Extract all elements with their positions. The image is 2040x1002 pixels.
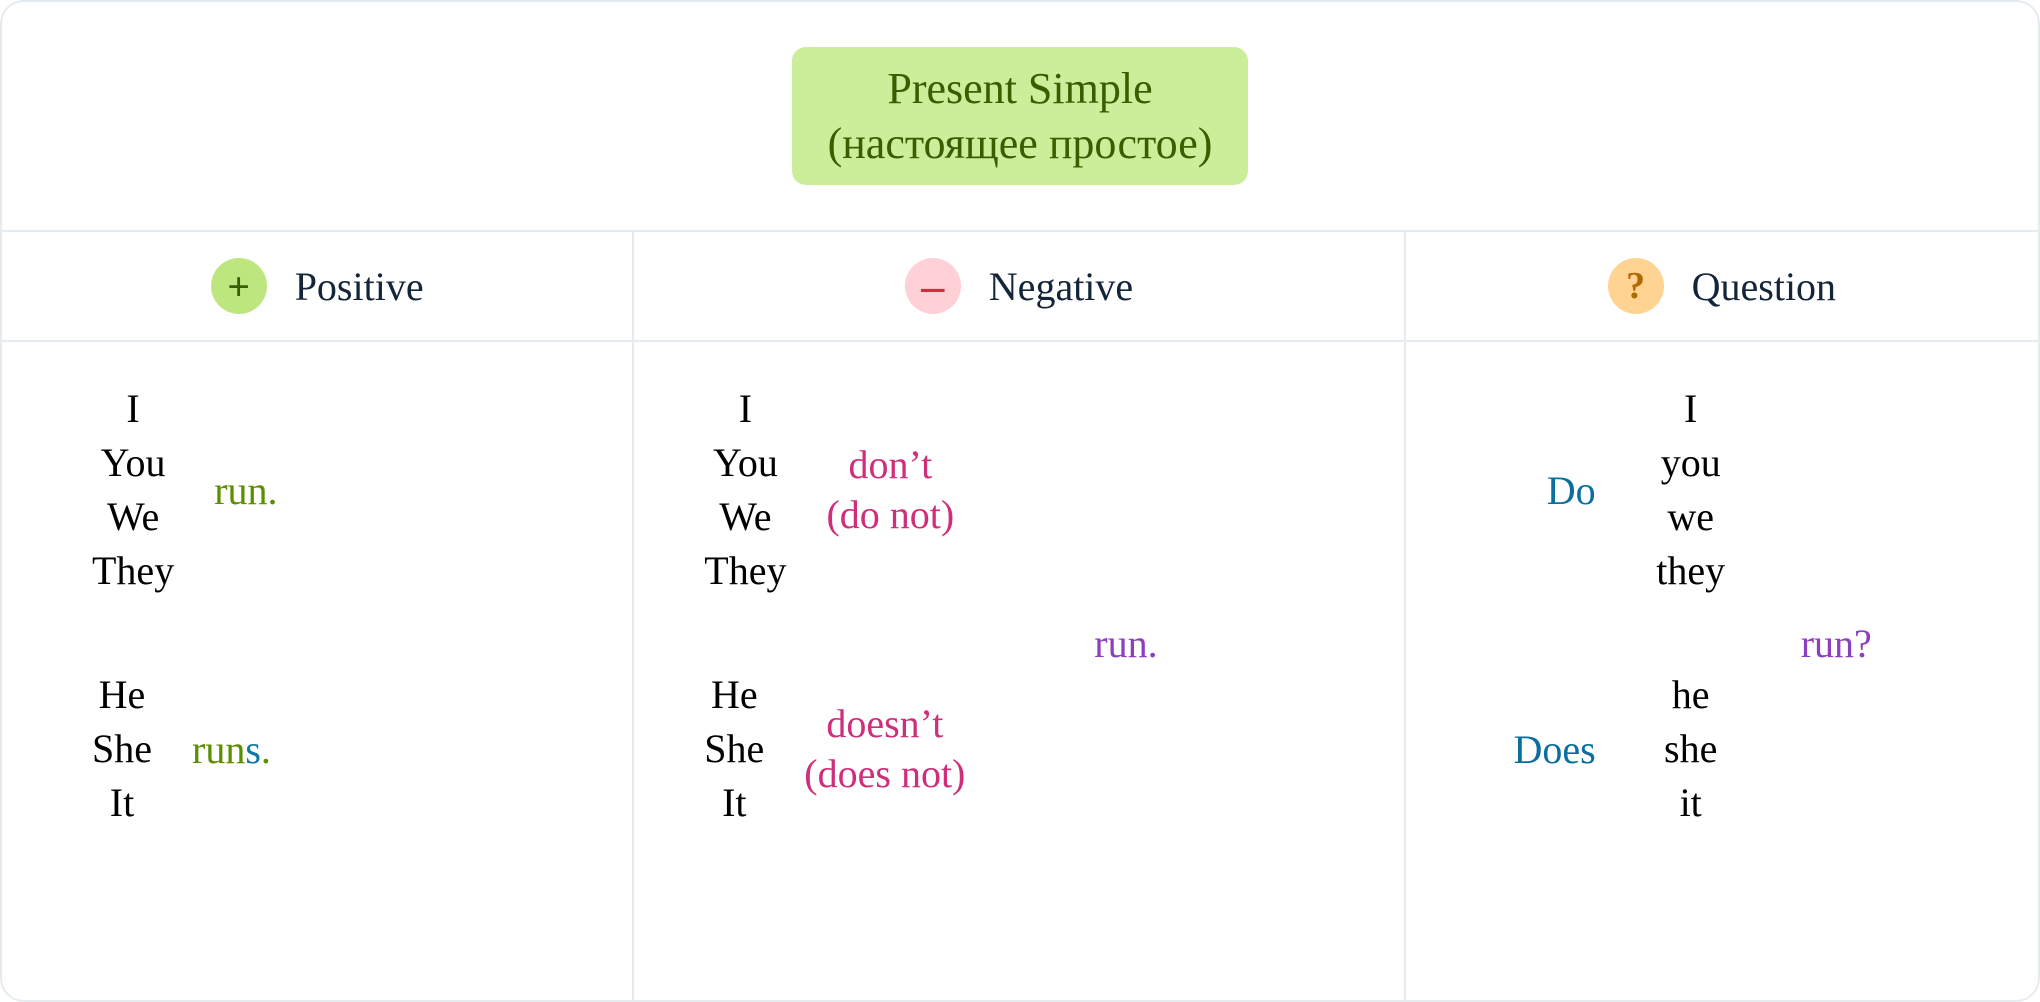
positive-header: + Positive (2, 232, 632, 342)
question-body: Do I you we they Does he she (1406, 342, 2038, 1002)
question-group-1: Do I you we they (1486, 382, 2008, 598)
negative-column: – Negative I You We They don’t (do (634, 232, 1405, 1002)
positive-group-1: I You We They run. (92, 382, 602, 598)
question-pronouns-1: I you we they (1636, 382, 1746, 598)
positive-group-2: He She It runs. (92, 668, 602, 830)
minus-icon: – (905, 258, 961, 314)
negative-group-1: I You We They don’t (do not) (704, 382, 1373, 598)
positive-body: I You We They run. He She It runs. (2, 342, 632, 1002)
question-label: Question (1692, 263, 1836, 310)
positive-pronouns-1: I You We They (92, 382, 174, 598)
plus-icon: + (211, 258, 267, 314)
positive-verb-1: run. (214, 467, 277, 514)
positive-verb-2: runs. (192, 726, 271, 773)
negative-verb: run. (1094, 620, 1157, 667)
negative-pronouns-2: He She It (704, 668, 764, 830)
positive-column: + Positive I You We They run. He She (2, 232, 634, 1002)
negative-group-2: He She It doesn’t (does not) (704, 668, 1373, 830)
negative-pronouns-1: I You We They (704, 382, 786, 598)
negative-aux-2: doesn’t (does not) (804, 699, 965, 799)
question-verb: run? (1801, 620, 1872, 667)
title-badge: Present Simple (настоящее простое) (792, 47, 1249, 185)
title-line2: (настоящее простое) (828, 116, 1213, 171)
question-header: ? Question (1406, 232, 2038, 342)
title-line1: Present Simple (828, 61, 1213, 116)
grammar-card: Present Simple (настоящее простое) + Pos… (0, 0, 2040, 1002)
positive-pronouns-2: He She It (92, 668, 152, 830)
title-section: Present Simple (настоящее простое) (2, 2, 2038, 232)
question-column: ? Question Do I you we they Do (1406, 232, 2038, 1002)
negative-aux-1: don’t (do not) (826, 440, 954, 540)
columns-container: + Positive I You We They run. He She (2, 232, 2038, 1002)
question-mark-icon: ? (1608, 258, 1664, 314)
question-group-2: Does he she it (1486, 668, 2008, 830)
question-aux-2: Does (1486, 726, 1596, 773)
negative-label: Negative (989, 263, 1133, 310)
positive-label: Positive (295, 263, 424, 310)
negative-header: – Negative (634, 232, 1403, 342)
negative-body: I You We They don’t (do not) He (634, 342, 1403, 1002)
question-aux-1: Do (1486, 467, 1596, 514)
question-pronouns-2: he she it (1636, 668, 1746, 830)
